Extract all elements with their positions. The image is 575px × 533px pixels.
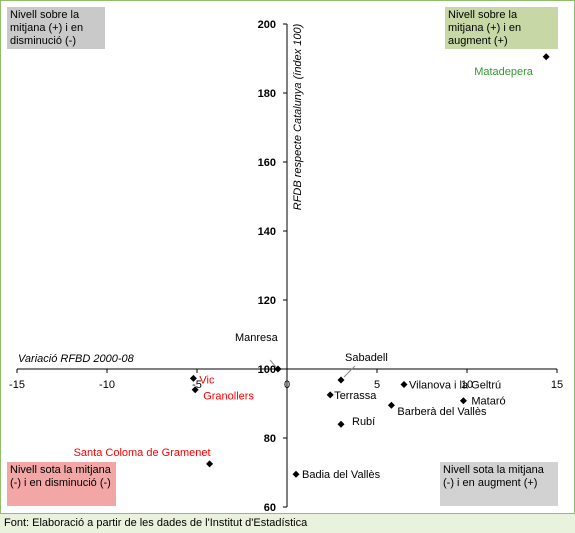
quadrant-label-bottom-right: Nivell sota la mitjana (-) i en augment … <box>440 462 558 506</box>
x-tick-label: -15 <box>9 379 25 391</box>
data-point <box>206 460 214 468</box>
footer-bar: Font: Elaboració a partir de les dades d… <box>0 513 575 533</box>
data-point <box>387 401 395 409</box>
source-note: Font: Elaboració a partir de les dades d… <box>4 517 308 529</box>
data-point <box>542 53 550 61</box>
leader-line <box>269 359 277 368</box>
y-tick-label: 140 <box>258 226 276 238</box>
data-point <box>274 365 282 373</box>
data-label: Badia del Vallès <box>302 469 381 481</box>
x-tick-label: 5 <box>374 379 380 391</box>
y-tick-label: 120 <box>258 295 276 307</box>
data-label: Matadepera <box>474 66 534 78</box>
data-point <box>400 381 408 389</box>
x-tick-label: 15 <box>551 379 563 391</box>
data-point <box>191 386 199 394</box>
data-point <box>326 391 334 399</box>
leader-line <box>343 365 356 378</box>
y-tick-label: 60 <box>264 502 276 512</box>
data-point <box>189 374 197 382</box>
y-tick-label: 180 <box>258 88 276 100</box>
y-tick-label: 80 <box>264 433 276 445</box>
data-label: Rubí <box>352 416 375 428</box>
y-axis-title: RFDB respecte Catalunya (índex 100) <box>292 23 304 210</box>
data-label: Mataró <box>471 396 505 408</box>
data-label: Vic <box>199 374 215 386</box>
quadrant-label-bottom-left: Nivell sota la mitjana (-) i en disminuc… <box>7 462 116 506</box>
y-tick-label: 100 <box>258 364 276 376</box>
data-point <box>337 420 345 428</box>
x-axis-title: Variació RFBD 2000-08 <box>18 353 135 365</box>
y-tick-label: 200 <box>258 19 276 31</box>
quadrant-label-top-right: Nivell sobre la mitjana (+) i en augment… <box>445 7 558 49</box>
quadrant-label-top-left: Nivell sobre la mitjana (+) i en disminu… <box>7 7 105 49</box>
data-label: Santa Coloma de Gramenet <box>74 447 211 459</box>
data-label: Vilanova i la Geltrú <box>409 380 501 392</box>
x-tick-label: -10 <box>99 379 115 391</box>
data-label: Terrassa <box>334 390 377 402</box>
data-label: Manresa <box>235 332 279 344</box>
data-point <box>292 470 300 478</box>
data-label: Barberà del Vallès <box>397 406 487 418</box>
x-tick-label: 0 <box>284 379 290 391</box>
x-tick-label: 10 <box>461 379 473 391</box>
x-tick-label: -5 <box>192 379 202 391</box>
data-point <box>337 376 345 384</box>
data-label: Granollers <box>203 391 254 403</box>
data-point <box>459 397 467 405</box>
scatter-chart: -15 -10 -5 0 5 10 15 60 80 100 120 140 160 180 200 Vari… <box>9 19 563 512</box>
data-label: Sabadell <box>345 352 388 364</box>
y-tick-label: 160 <box>258 157 276 169</box>
